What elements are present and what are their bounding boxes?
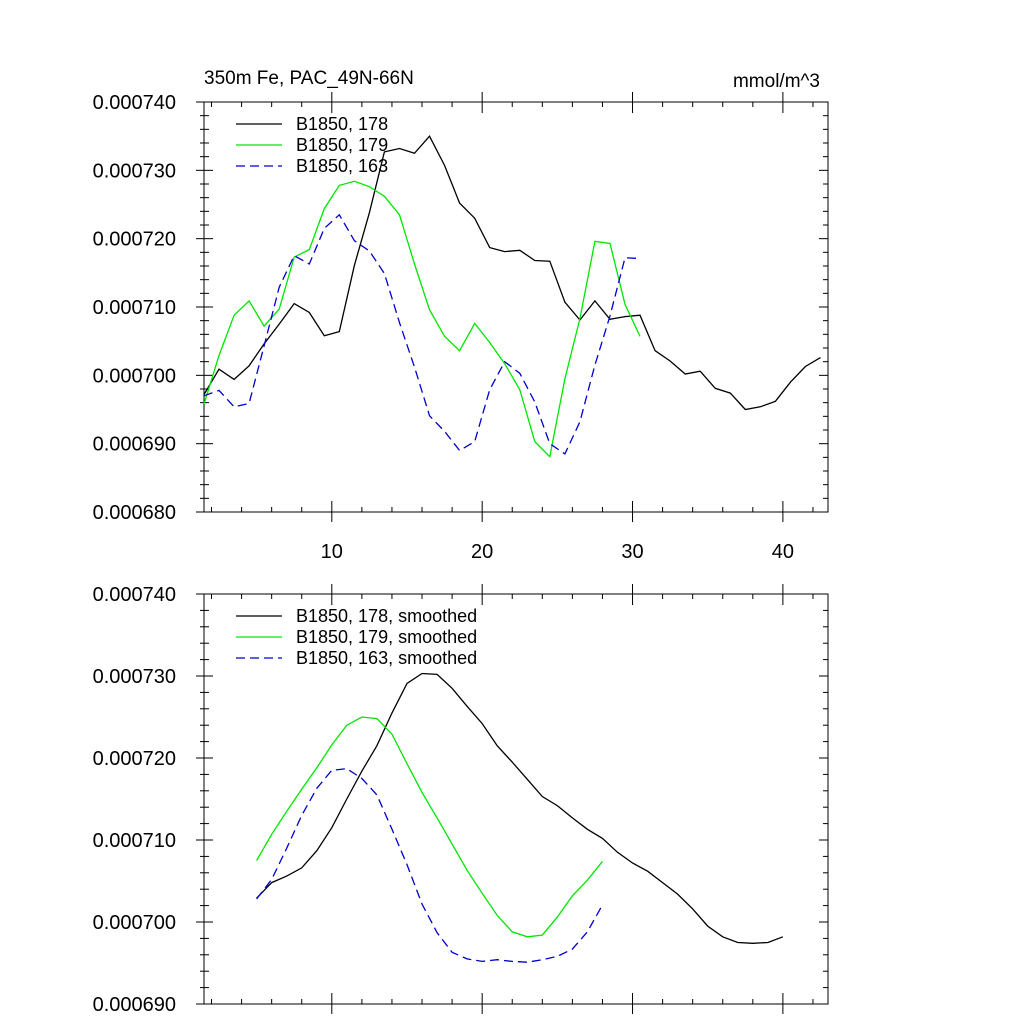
y-tick-label: 0.000700	[93, 365, 176, 387]
y-tick-label: 0.000710	[93, 830, 176, 852]
chart-title: 350m Fe, PAC_49N-66N	[204, 68, 414, 89]
legend-label-2: B1850, 163, smoothed	[296, 648, 477, 668]
bottom-panel: 0.000690 0.000700 0.000710 0.000720 0.000730…	[93, 584, 829, 1016]
y-tick-label: 0.000690	[93, 434, 176, 456]
series-line-1	[203, 180, 641, 459]
legend-label-1: B1850, 179, smoothed	[296, 627, 477, 647]
y-tick-label: 0.000680	[93, 502, 176, 524]
y-tick-label: 0.000730	[93, 160, 176, 182]
series-line-2	[256, 768, 604, 963]
legend-label-0: B1850, 178	[296, 114, 388, 134]
y-tick-label: 0.000700	[93, 912, 176, 934]
x-tick-label: 40	[772, 541, 794, 563]
series-line-0	[203, 135, 821, 411]
y-tick-label: 0.000740	[93, 584, 176, 606]
y-tick-label: 0.000720	[93, 748, 176, 770]
legend-label-0: B1850, 178, smoothed	[296, 606, 477, 626]
x-tick-label: 10	[321, 541, 343, 563]
x-tick-label: 30	[621, 541, 643, 563]
y-tick-label: 0.000710	[93, 297, 176, 319]
units-label: mmol/m^3	[733, 71, 820, 92]
series-line-0	[256, 672, 784, 944]
series-line-1	[256, 716, 604, 938]
y-tick-label: 0.000690	[93, 994, 176, 1016]
x-tick-label: 20	[471, 541, 493, 563]
legend-label-1: B1850, 179	[296, 135, 388, 155]
y-tick-label: 0.000730	[93, 666, 176, 688]
y-tick-label: 0.000740	[93, 92, 176, 114]
series-line-2	[203, 213, 641, 455]
plot-frame	[203, 593, 829, 1005]
top-panel: 350m Fe, PAC_49N-66N mmol/m^3 0.000680 0.00…	[93, 68, 829, 563]
legend-label-2: B1850, 163	[296, 156, 388, 176]
y-tick-label: 0.000720	[93, 229, 176, 251]
